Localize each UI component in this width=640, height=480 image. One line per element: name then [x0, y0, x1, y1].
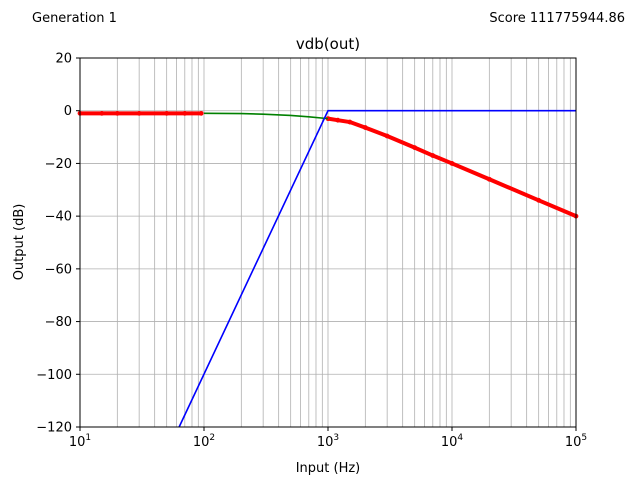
data-point-trail	[386, 134, 416, 150]
series-line	[178, 109, 576, 428]
chart-title: vdb(out)	[296, 35, 360, 53]
y-tick-label: −40	[45, 210, 72, 225]
y-tick-label: 0	[64, 104, 72, 119]
data-point-trail	[349, 120, 367, 130]
x-tick-label: 105	[565, 433, 587, 450]
data-point-trail	[451, 161, 491, 182]
y-tick-label: −120	[36, 421, 72, 436]
generation-label: Generation 1	[32, 11, 117, 26]
data-point	[198, 110, 204, 116]
data-point-trail	[537, 198, 577, 218]
x-tick-label: 104	[441, 433, 464, 450]
y-tick-label: −100	[36, 368, 72, 383]
x-tick-label: 101	[69, 433, 91, 450]
x-tick-label: 103	[317, 433, 339, 450]
data-point-trail	[364, 125, 388, 138]
axis-ticks: 101 102 103 104 105 20 0 −20 −40 −60 −80 −100 −120	[36, 52, 587, 451]
y-tick-label: 20	[55, 52, 72, 67]
data-series	[77, 109, 579, 428]
y-axis-label: Output (dB)	[12, 204, 27, 281]
y-tick-label: −60	[45, 262, 72, 277]
data-point-trail	[432, 153, 453, 166]
series-line	[203, 112, 329, 120]
y-tick-label: −80	[45, 315, 72, 330]
x-tick-label: 102	[193, 433, 215, 450]
y-tick-label: −20	[45, 157, 72, 172]
score-label: Score 111775944.86	[489, 11, 625, 26]
data-point-trail	[413, 145, 434, 158]
x-axis-label: Input (Hz)	[296, 461, 361, 476]
data-point-trail	[488, 177, 540, 203]
